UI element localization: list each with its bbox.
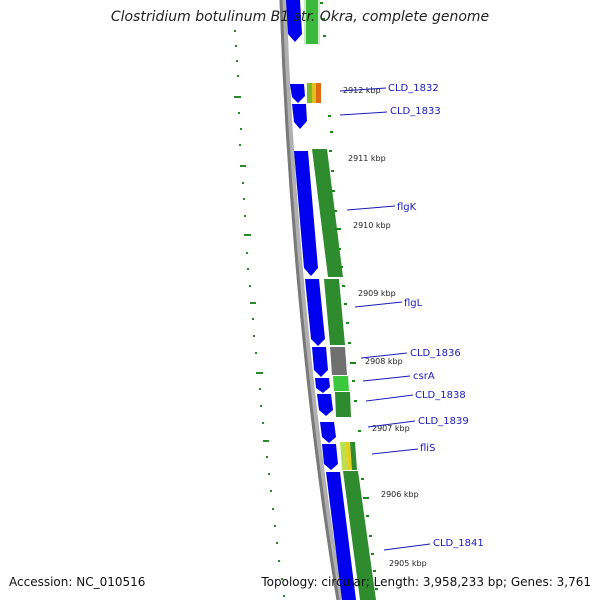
cog-block	[306, 0, 318, 44]
cog-block	[350, 442, 357, 470]
cog-block	[312, 83, 316, 103]
gene-label-cld-1836: CLD_1836	[410, 348, 461, 359]
gene-label-flgl: flgL	[404, 298, 423, 309]
kbp-tick-label: 2908 kbp	[365, 357, 403, 366]
cds-feature	[286, 0, 302, 42]
gene-label-flgk: flgK	[397, 202, 417, 213]
kbp-tick-label: 2910 kbp	[353, 221, 391, 230]
kbp-tick-label: 2909 kbp	[358, 289, 396, 298]
cog-block	[345, 442, 352, 470]
cog-block	[343, 471, 376, 600]
gc-skew-track	[320, 2, 378, 590]
gene-label-cld-1832: CLD_1832	[388, 83, 439, 94]
genome-summary-text: Topology: circular; Length: 3,958,233 bp…	[261, 575, 591, 589]
cog-block	[335, 392, 351, 417]
cds-feature	[290, 84, 305, 103]
gene-label-flis: fliS	[420, 443, 435, 454]
kbp-tick-label: 2906 kbp	[381, 490, 419, 499]
kbp-ticks: 2912 kbp 2911 kbp 2910 kbp 2909 kbp 2908…	[343, 86, 427, 568]
kbp-tick-label: 2907 kbp	[372, 424, 410, 433]
accession-text: Accession: NC_010516	[9, 575, 146, 589]
cds-feature	[292, 104, 307, 129]
gene-label-cld-1839: CLD_1839	[418, 416, 469, 427]
cds-feature	[326, 472, 356, 600]
cds-feature	[315, 378, 330, 393]
gene-leaders	[339, 87, 431, 551]
gene-label-cld-1833: CLD_1833	[390, 106, 441, 117]
cog-track	[304, 0, 376, 600]
cds-track	[286, 0, 356, 600]
cog-block	[316, 83, 321, 103]
cog-block	[307, 83, 312, 103]
backbone-outer	[279, 0, 344, 600]
cog-block	[333, 376, 349, 391]
cds-feature	[294, 151, 318, 276]
cds-feature	[312, 347, 328, 377]
gc-dot-track	[234, 30, 285, 597]
gene-labels: CLD_1832 CLD_1833 flgK flgL CLD_1836 csr…	[388, 83, 484, 549]
kbp-tick-label: 2911 kbp	[348, 154, 386, 163]
gene-label-cld-1841: CLD_1841	[433, 538, 484, 549]
cds-feature	[320, 422, 336, 443]
cog-block	[330, 347, 347, 375]
cds-feature	[305, 279, 325, 346]
cog-block	[340, 442, 347, 470]
kbp-tick-label: 2912 kbp	[343, 86, 381, 95]
kbp-tick-label: 2905 kbp	[389, 559, 427, 568]
map-title: Clostridium botulinum B1 str. Okra, comp…	[110, 9, 490, 25]
cog-block	[324, 279, 345, 345]
gene-label-cld-1838: CLD_1838	[415, 390, 466, 401]
cds-feature	[322, 444, 338, 470]
cog-block	[312, 149, 343, 277]
backbone-inner	[279, 0, 340, 600]
gene-label-csra: csrA	[413, 371, 435, 382]
cds-feature	[317, 394, 333, 416]
